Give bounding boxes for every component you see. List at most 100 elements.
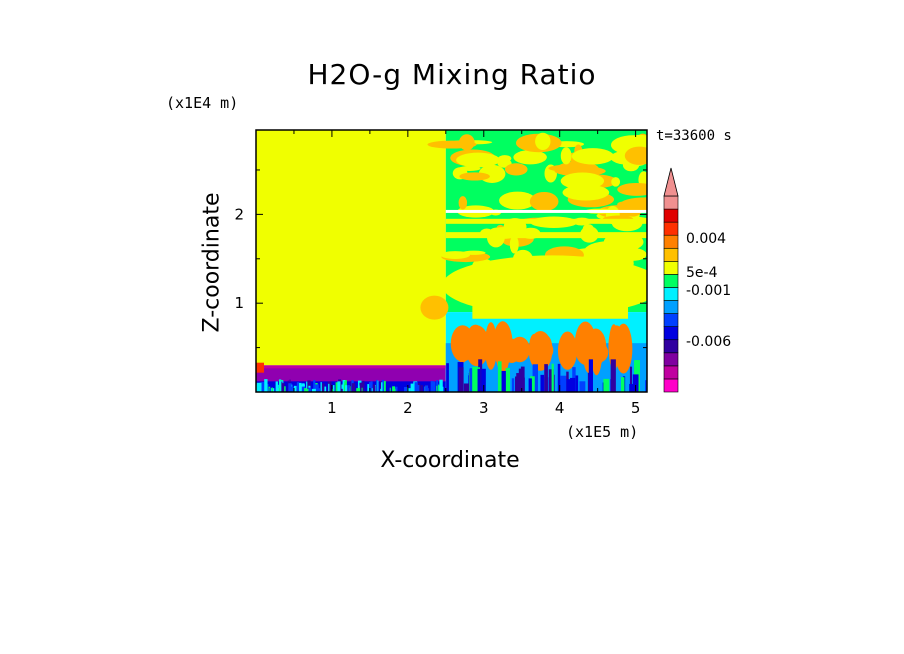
heatmap-speck <box>540 374 545 392</box>
heatmap-speck <box>437 384 440 392</box>
heatmap-speck <box>327 381 332 392</box>
x-tick-label: 2 <box>403 399 413 417</box>
x-axis-label: X-coordinate <box>380 448 520 473</box>
colorbar-swatch <box>663 326 679 341</box>
heatmap-speck <box>629 366 633 392</box>
heatmap-speck <box>332 385 335 392</box>
heatmap-speck <box>566 379 571 392</box>
colorbar-swatch <box>663 365 679 380</box>
heatmap-speck <box>476 368 481 392</box>
heatmap-blob <box>529 191 559 212</box>
heatmap-speck <box>376 379 378 392</box>
colorbar-label: 5e-4 <box>686 265 718 281</box>
plot-frame <box>255 129 648 393</box>
heatmap-speck <box>392 386 396 392</box>
heatmap-speck <box>472 366 478 392</box>
heatmap-speck <box>313 379 316 392</box>
heatmap-plume <box>484 322 497 370</box>
heatmap-speck <box>393 388 396 392</box>
heatmap-plume <box>614 323 633 374</box>
colorbar-swatch <box>663 339 679 354</box>
x-tick-label: 3 <box>479 399 489 417</box>
heatmap-speck <box>415 384 420 392</box>
heatmap-blob <box>624 146 647 165</box>
heatmap-speck <box>359 382 364 392</box>
heatmap-speck <box>379 381 382 392</box>
colorbar-swatch <box>663 378 679 393</box>
chart-title: H2O-g Mixing Ratio <box>307 58 597 91</box>
heatmap-speck <box>369 382 371 392</box>
heatmap-band <box>445 218 647 224</box>
colorbar-swatch <box>663 247 679 262</box>
heatmap-blob <box>584 241 633 261</box>
heatmap-speck <box>380 388 382 392</box>
heatmap-blob <box>620 248 647 261</box>
heatmap-speck <box>351 383 356 392</box>
heatmap-speck <box>383 381 386 392</box>
heatmap-speck <box>311 388 316 392</box>
colorbar-swatch <box>663 274 679 288</box>
heatmap-speck <box>381 379 385 392</box>
heatmap-speck <box>404 386 408 392</box>
heatmap-speck <box>560 375 567 392</box>
heatmap-speck <box>328 383 330 392</box>
heatmap-speck <box>481 368 486 392</box>
colorbar-extend-arrow <box>663 167 679 197</box>
heatmap-speck <box>518 368 522 392</box>
heatmap-speck <box>410 383 414 392</box>
colorbar-swatch <box>663 195 679 210</box>
heatmap-speck <box>341 384 345 392</box>
heatmap-speck <box>458 367 464 392</box>
heatmap-speck <box>528 378 532 392</box>
x-unit-label: (x1E5 m) <box>566 423 639 441</box>
heatmap-speck <box>408 388 411 392</box>
heatmap-speck <box>271 387 273 392</box>
heatmap-speck <box>374 384 376 392</box>
heatmap-speck <box>463 383 470 392</box>
heatmap-speck <box>557 363 561 392</box>
colorbar-swatch <box>663 208 679 223</box>
heatmap-blob <box>513 150 547 165</box>
colorbar-swatch <box>663 313 679 327</box>
heatmap-speck <box>306 381 308 392</box>
heatmap-speck <box>281 381 283 392</box>
heatmap-blob <box>459 172 490 181</box>
x-tick-label: 1 <box>327 399 337 417</box>
heatmap-blob <box>620 197 647 211</box>
heatmap-blob <box>535 132 551 151</box>
heatmap-plume <box>557 331 578 370</box>
heatmap-blob <box>617 182 647 196</box>
heatmap-speck <box>551 363 554 392</box>
heatmap-speck <box>544 364 548 392</box>
heatmap-speck <box>268 386 271 392</box>
heatmap-blob <box>586 248 605 255</box>
heatmap-speck <box>318 388 321 392</box>
heatmap-speck <box>321 383 325 392</box>
heatmap-speck <box>264 379 268 392</box>
heatmap-blob <box>458 196 468 210</box>
heatmap-speck <box>335 382 339 392</box>
heatmap-speck <box>370 381 373 392</box>
heatmap-band <box>445 232 647 239</box>
heatmap-speck <box>420 385 423 392</box>
heatmap-speck <box>621 377 625 392</box>
heatmap-speck <box>329 385 332 392</box>
colorbar-swatch <box>663 300 679 314</box>
heatmap-speck <box>269 388 271 392</box>
heatmap-blob <box>504 163 528 176</box>
heatmap-speck <box>511 378 515 392</box>
heatmap-region-0 <box>256 130 446 366</box>
heatmap-blob <box>499 191 537 210</box>
heatmap-speck <box>389 387 391 392</box>
time-label: t=33600 s <box>656 128 732 144</box>
heatmap-blob <box>560 147 572 165</box>
heatmap-blob <box>560 172 605 190</box>
heatmap-blob <box>472 298 629 319</box>
heatmap-speck <box>315 384 319 392</box>
heatmap-speck <box>340 388 343 392</box>
heatmap-blob <box>509 235 519 254</box>
heatmap-speck <box>345 385 348 392</box>
heatmap-speck <box>431 381 436 392</box>
heatmap-speck <box>505 368 511 392</box>
